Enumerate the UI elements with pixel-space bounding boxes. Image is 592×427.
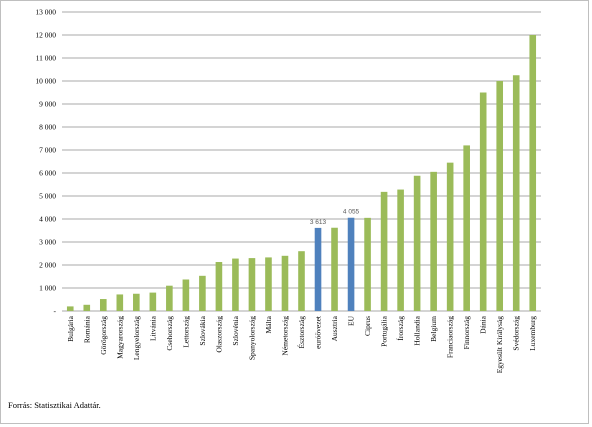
bar [380,191,388,311]
x-tick-label: Belgium [429,316,438,342]
data-labels: 3 613 4 055 [310,209,360,226]
x-tick-label: Lengyelország [132,316,141,360]
bar [314,227,322,311]
y-tick-label: 4 000 [39,215,56,224]
x-tick-label: Magyarország [115,316,124,359]
x-tick-label: Görögország [99,316,108,355]
x-tick-label: Málta [264,315,273,333]
bar [83,304,91,311]
y-tick-label: 10 000 [35,77,56,86]
bar [347,217,355,311]
source-note: Forrás: Statisztikai Adattár. [8,400,101,410]
x-tick-label: EU [347,315,356,326]
bar [166,285,173,311]
x-tick-label: Szlovákia [198,315,207,345]
x-tick-label: Luxemburg [528,316,537,351]
data-label: 3 613 [310,219,327,226]
x-tick-label: Portugália [380,315,389,346]
x-tick-label: Spanyolország [247,316,256,360]
x-tick-label: Románia [82,315,91,343]
bar [182,279,190,311]
bar [298,251,305,311]
bar [149,292,157,311]
bar [397,189,404,311]
bar [331,227,338,311]
y-tick-label: 2 000 [39,261,56,270]
x-tick-labels: Bulgária Románia Görögország Magyarország Le… [66,315,537,373]
x-tick-label: Ciprus [363,316,372,336]
y-tick-label: 3 000 [39,238,56,247]
bar [512,75,520,311]
y-tick-label: 11 000 [36,54,57,63]
x-tick-label: Észtország [296,316,306,349]
bar [529,35,537,311]
bar [413,175,421,311]
x-tick-label: Svédország [512,316,521,351]
y-tick-label: 6 000 [39,169,56,178]
bar [496,81,504,311]
bar [199,275,206,311]
x-tick-label: Írország [395,316,405,341]
bar [116,294,124,311]
y-tick-label: 5 000 [39,192,56,201]
x-tick-label: Olaszország [214,316,223,353]
x-tick-label: Németország [280,316,289,356]
bar [265,257,272,311]
bar [364,217,371,311]
y-tick-label: 13 000 [35,8,56,17]
y-tick-label: 1 000 [39,284,56,293]
x-tick-label: Hollandia [413,315,422,345]
bars [66,35,537,311]
data-label: 4 055 [343,209,360,216]
gridlines [62,11,541,312]
bar [215,262,223,311]
x-tick-label: Litvánia [148,315,157,341]
bar [430,171,437,311]
y-tick-label: 7 000 [39,146,56,155]
bar [232,258,239,311]
bar [479,92,487,311]
x-tick-label: Lettország [181,316,190,348]
x-tick-label: euróövezet [314,315,323,349]
y-tick-labels: - 1 000 2 000 3 000 4 000 5 000 6 000 7 000 8 00… [35,8,56,316]
bar [248,258,256,311]
x-tick-label: Ausztria [330,315,339,341]
x-tick-label: Csehország [165,316,174,351]
bar [281,255,289,311]
x-tick-label: Franciaország [446,316,455,358]
bar [463,145,470,311]
x-tick-label: Dánia [479,315,488,334]
y-tick-label: 12 000 [35,31,56,40]
bar [99,299,107,311]
bar [66,306,74,311]
x-tick-label: Szlovénia [231,315,240,345]
x-tick-label: Bulgária [66,315,75,341]
bar [446,162,454,311]
y-tick-label: 9 000 [39,100,56,109]
x-tick-label: Egyesült Királyság [495,316,504,374]
y-tick-label: 8 000 [39,123,56,132]
bar [133,293,140,311]
y-tick-label: - [54,307,57,316]
x-tick-label: Finnország [462,316,471,350]
bar-chart: - 1 000 2 000 3 000 4 000 5 000 6 000 7 000 8 00… [35,8,541,373]
